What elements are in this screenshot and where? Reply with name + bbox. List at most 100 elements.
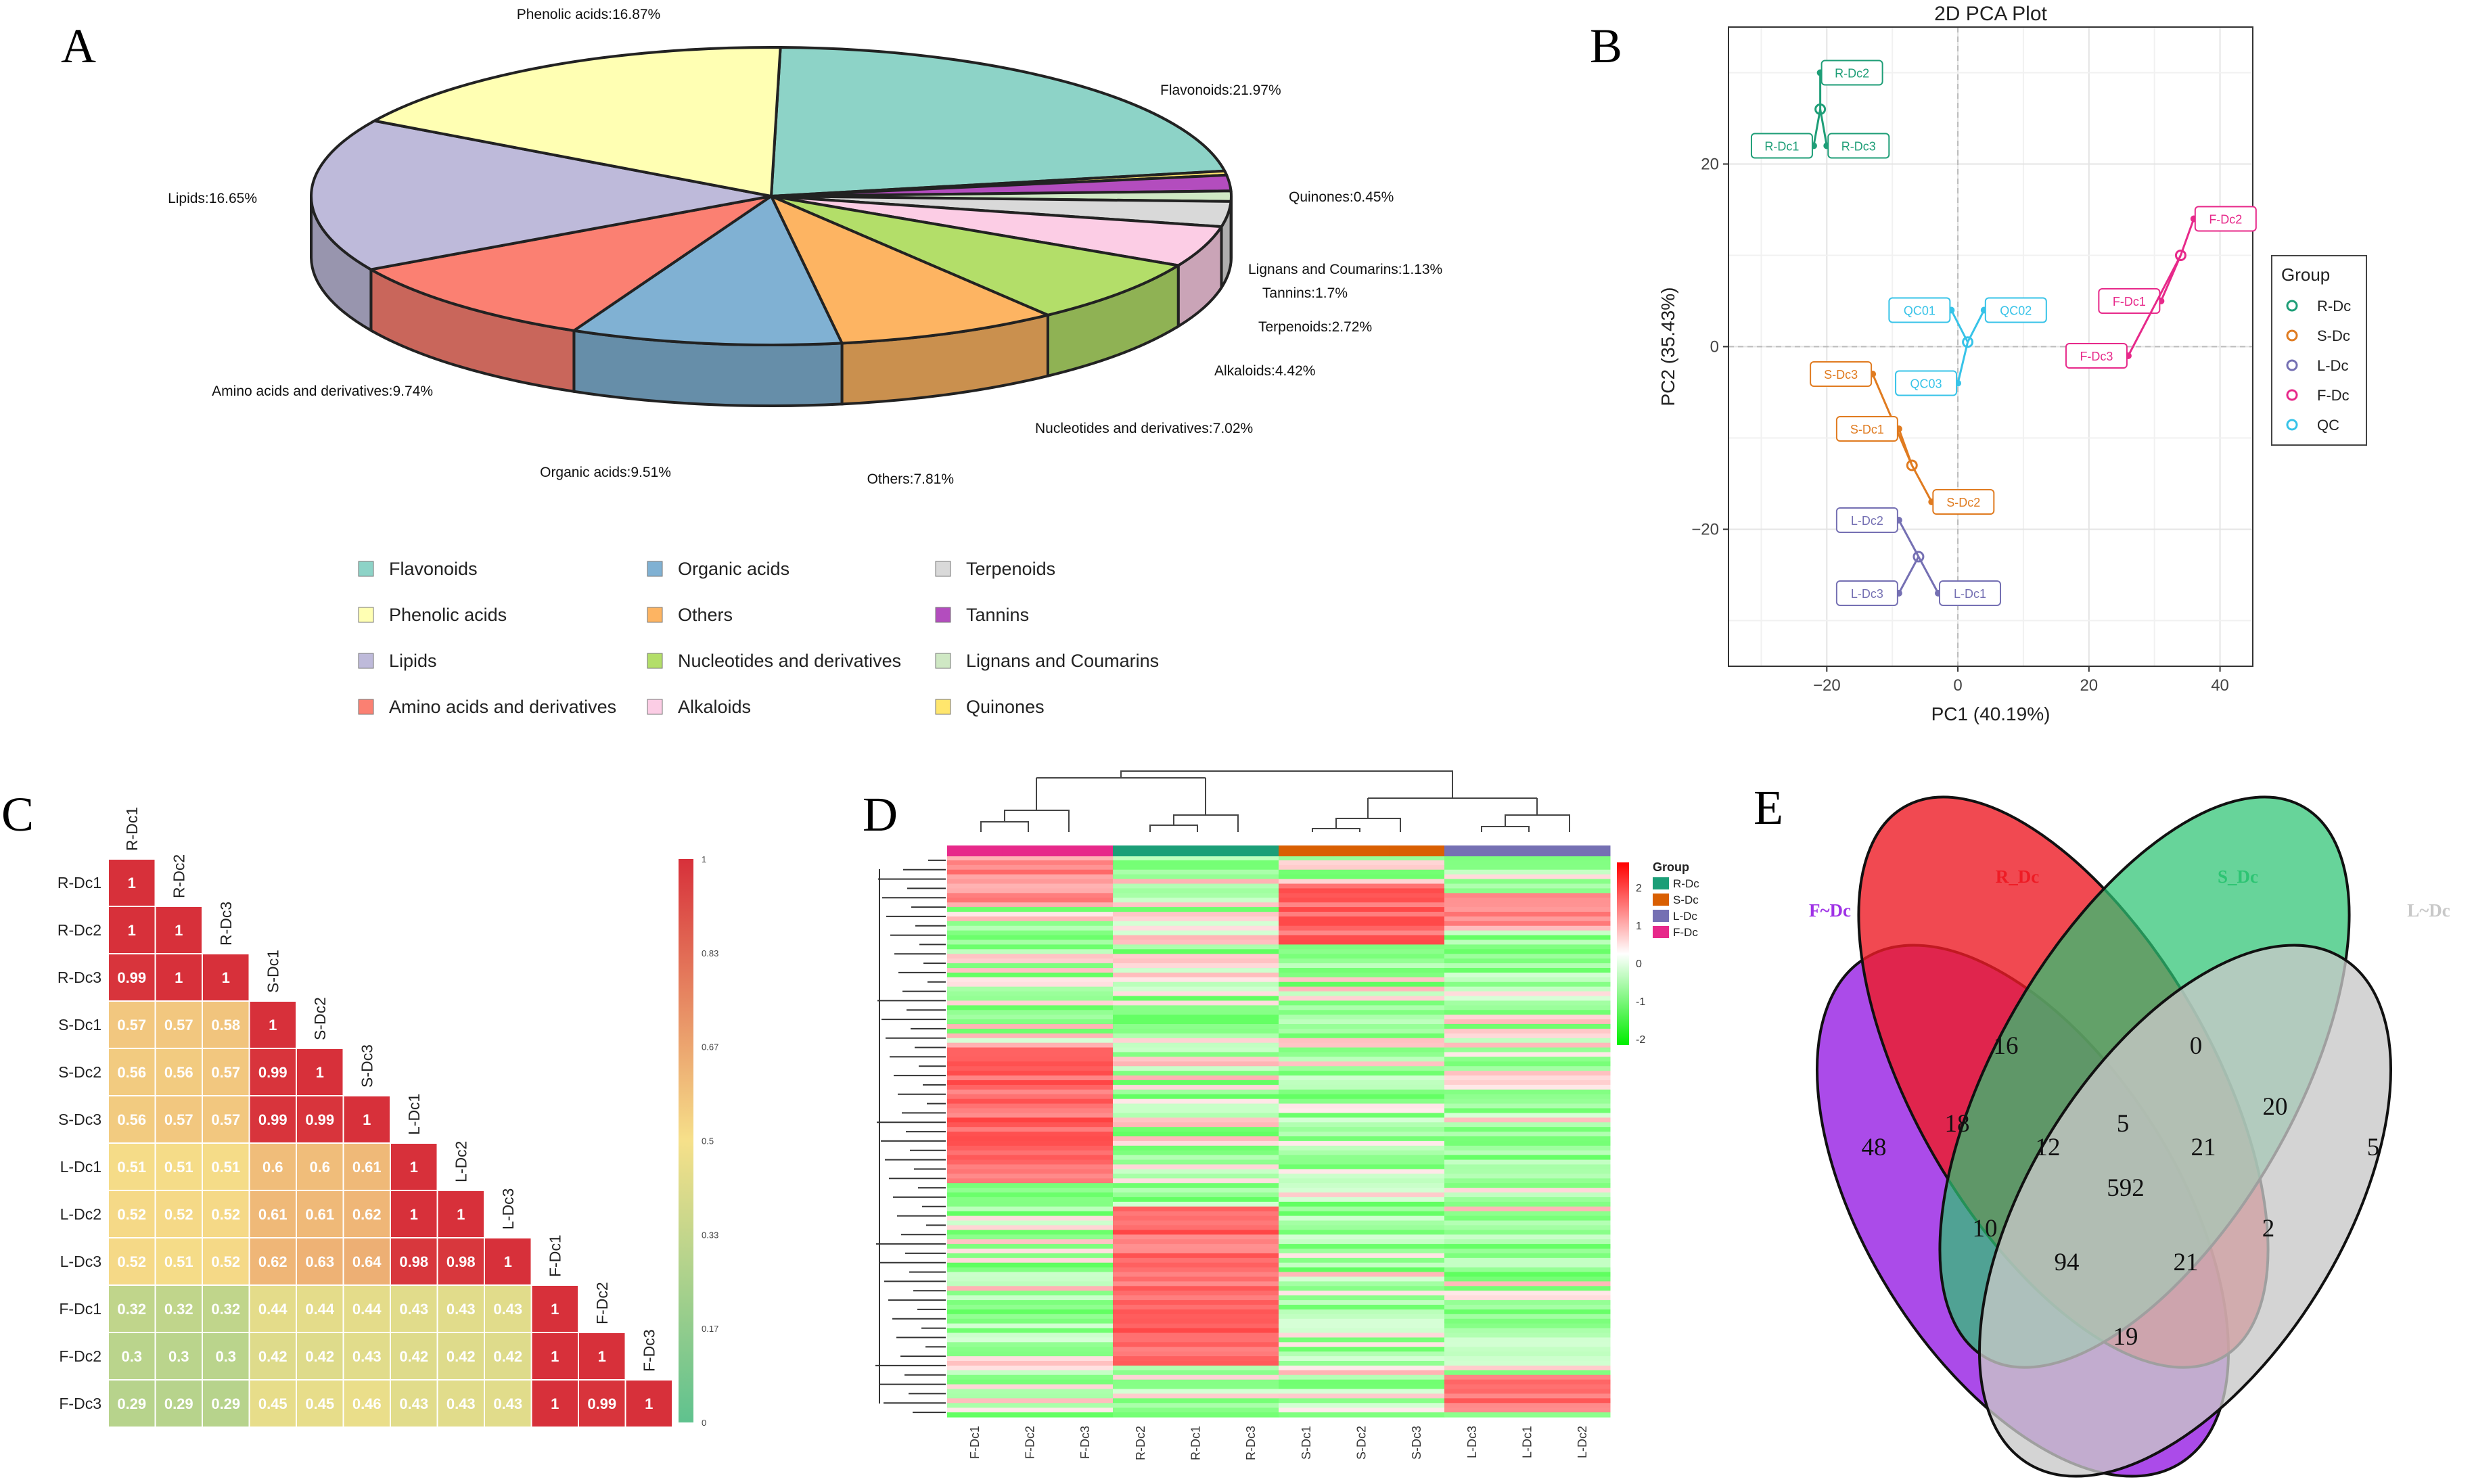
corr-cell [202,1332,250,1381]
column-dendrogram [980,821,1029,832]
heatmap-band [1113,1075,1279,1081]
venn-region-count: 5 [2117,1110,2130,1138]
heatmap-band [947,1309,1114,1315]
corr-cell-value: 0.43 [493,1301,522,1318]
heatmap-band [1444,1127,1611,1132]
corr-row-label-F-Dc2: F-Dc2 [59,1347,101,1365]
heatmap-band [947,1159,1114,1165]
heatmap-band [947,1075,1114,1081]
corr-cell-value: 0.44 [352,1301,382,1318]
heatmap-band [1444,1174,1611,1179]
corr-cell-value: 0.43 [446,1395,476,1412]
pca-spoke-L-Dc2 [1898,519,1920,557]
heatmap-band [1113,1328,1279,1334]
corr-cell-value: 0.32 [211,1301,240,1318]
heatmap-band [1444,1098,1611,1105]
heatmap-band [947,1150,1114,1156]
heatmap-band [1279,949,1445,954]
heatmap-band [1279,1010,1445,1015]
pca-spoke-F-Dc3 [2127,254,2182,356]
corr-cell-value: 0.99 [258,1111,288,1128]
heatmap-band [947,1295,1114,1301]
heatmap-band [947,1215,1114,1222]
heatmap-band [1444,1015,1611,1020]
heatmap-band [947,1272,1114,1278]
corr-cell-value: 0.42 [258,1348,288,1365]
heatmap-band [1113,1066,1279,1071]
heatmap-band [1444,1211,1611,1217]
heatmap-band [947,916,1114,922]
heatmap-band [947,1365,1114,1371]
heatmap-band [947,1328,1114,1334]
heatmap-band [1444,1038,1611,1044]
heatmap-band [1279,1291,1445,1296]
heatmap-band [947,991,1114,997]
heatmap-col-label-R-Dc1: R-Dc1 [1189,1426,1203,1460]
heatmap-band [1279,1066,1445,1071]
corr-cell [154,1284,203,1333]
heatmap-band [1113,1094,1279,1100]
heatmap-band [1444,1347,1611,1352]
heatmap-band [1444,1188,1611,1193]
pca-label-box-L-Dc3 [1835,580,1898,606]
heatmap-band [1444,883,1611,889]
heatmap-band [1444,996,1611,1002]
column-dendrogram [1505,814,1570,832]
corr-cell-value: 0.57 [164,1017,193,1034]
heatmap-band [1113,1272,1279,1278]
heatmap-band [947,1071,1114,1076]
heatmap-band [1113,1000,1279,1006]
heatmap-band [1444,1365,1611,1371]
corr-row-label-F-Dc1: F-Dc1 [59,1300,101,1318]
heatmap-band [1113,1071,1279,1076]
heatmap-band [1279,1005,1445,1011]
heatmap-band [1279,856,1445,861]
column-dendrogram [1149,825,1198,832]
pca-label-L-Dc1: L-Dc1 [1954,587,1986,601]
pca-spoke-L-Dc3 [1898,556,1920,594]
heatmap-band [1279,1398,1445,1404]
corr-cell-value: 1 [645,1395,653,1412]
heatmap-band [1113,1262,1279,1268]
heatmap-band [1113,1061,1279,1067]
heatmap-band [947,1192,1114,1198]
pca-label-box-F-Dc2 [2194,206,2257,232]
heatmap-col-label-S-Dc1: S-Dc1 [1300,1426,1313,1460]
heatmap-band [1444,1370,1611,1376]
pie-slice-Phenolic acids [370,46,782,198]
legend-swatch-Nucleotides and derivatives [647,653,663,669]
heatmap-band [1113,1342,1279,1347]
heatmap-band [1113,1169,1279,1174]
heatmap-band [1444,879,1611,885]
corr-col-label-F-Dc2: F-Dc2 [593,1282,611,1324]
heatmap-band [1113,1393,1279,1399]
heatmap-band [947,981,1114,988]
corr-cell-value: 1 [316,1064,324,1081]
heatmap-band [1279,1000,1445,1006]
heatmap-band [947,1412,1114,1418]
heatmap-band [1113,986,1279,992]
corr-cell-value: 0.32 [164,1301,193,1318]
heatmap-band [1444,1197,1611,1203]
corr-cell [108,1190,156,1238]
heatmap-band [1279,1361,1445,1366]
heatmap-band [1279,1239,1445,1245]
heatmap-band [1444,925,1611,931]
heatmap-band [947,1136,1114,1142]
corr-cell-value: 0.3 [215,1348,236,1365]
heatmap-band [1113,977,1279,983]
heatmap-band [1279,1342,1445,1347]
pca-legend-label-L-Dc: L-Dc [2317,357,2348,374]
heatmap-band [1444,1318,1611,1324]
heatmap-group-bar-L-Dc [1555,845,1611,856]
heatmap-band [947,1084,1114,1090]
heatmap-band [1113,1365,1279,1371]
heatmap-band [1279,1192,1445,1198]
heatmap-band [947,1262,1114,1268]
heatmap-band [1113,1412,1279,1418]
corr-cell-value: 0.45 [305,1395,334,1412]
heatmap-band [1444,977,1611,983]
heatmap-band [1279,864,1445,871]
pca-label-S-Dc3: S-Dc3 [1824,368,1858,381]
corr-row-label-S-Dc3: S-Dc3 [58,1111,101,1128]
